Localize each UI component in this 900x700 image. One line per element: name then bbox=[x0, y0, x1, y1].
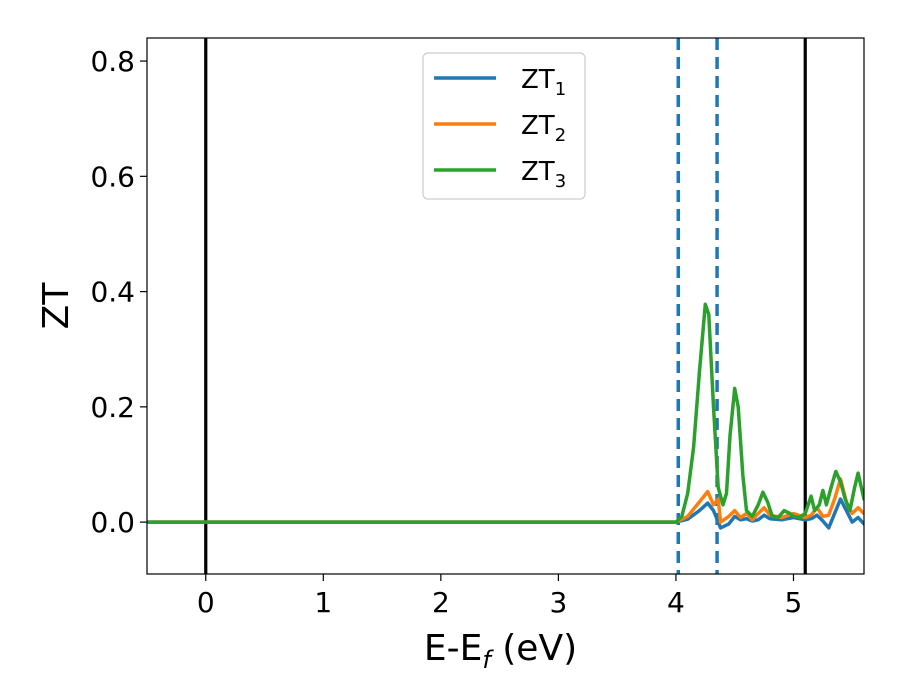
plot-frame bbox=[146, 37, 865, 575]
legend-label: ZT3 bbox=[521, 157, 566, 192]
x-axis-title-unit: (eV) bbox=[491, 628, 577, 669]
legend-label: ZT2 bbox=[521, 111, 566, 146]
ticks-layer: 0 1 2 3 4 5 0.0 0.2 0.4 0.6 0.8 bbox=[90, 45, 802, 619]
y-axis-title: ZT bbox=[36, 282, 77, 330]
y-tick-label: 0.8 bbox=[90, 45, 135, 78]
y-tick-label: 0.0 bbox=[90, 506, 135, 539]
series-line-zt3 bbox=[147, 302, 864, 524]
series-layer bbox=[147, 302, 864, 530]
series-line-zt1 bbox=[147, 497, 864, 530]
x-tick-label: 4 bbox=[667, 586, 685, 619]
x-tick-label: 3 bbox=[549, 586, 567, 619]
x-tick-label: 2 bbox=[432, 586, 450, 619]
y-tick-label: 0.2 bbox=[90, 391, 135, 424]
legend: ZT1 ZT2 ZT3 bbox=[422, 52, 586, 200]
y-tick-label: 0.4 bbox=[90, 276, 135, 309]
series-line-zt2 bbox=[147, 477, 864, 524]
legend-label: ZT1 bbox=[521, 65, 566, 100]
x-axis-title-main: E-E bbox=[424, 628, 482, 669]
x-axis-title: E-Ef (eV) bbox=[424, 628, 577, 674]
y-tick-label: 0.6 bbox=[90, 160, 135, 193]
x-tick-label: 1 bbox=[314, 586, 332, 619]
x-tick-label: 5 bbox=[785, 586, 803, 619]
x-tick-label: 0 bbox=[197, 586, 215, 619]
legend-frame bbox=[422, 52, 586, 200]
